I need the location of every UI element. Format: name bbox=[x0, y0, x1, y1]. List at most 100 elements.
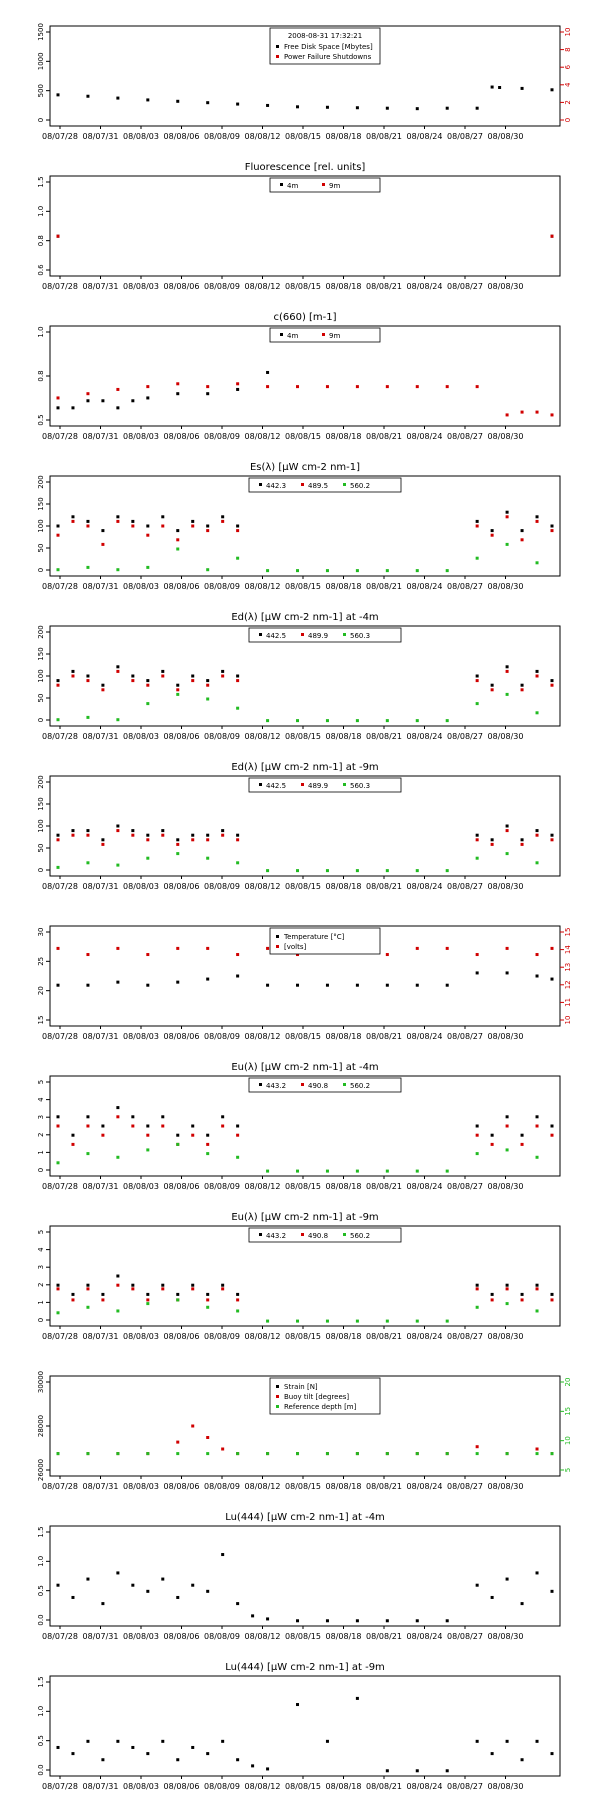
legend-swatch bbox=[259, 1233, 262, 1236]
data-point bbox=[101, 688, 105, 692]
x-tick-label: 08/08/06 bbox=[164, 1482, 200, 1491]
data-point bbox=[206, 1436, 210, 1439]
y-tick-label: 1.5 bbox=[37, 1526, 45, 1537]
y2-tick-label: 6 bbox=[564, 64, 572, 69]
x-tick-label: 08/08/06 bbox=[164, 1032, 200, 1041]
x-tick-label: 08/08/24 bbox=[407, 282, 443, 291]
data-point bbox=[266, 103, 270, 107]
x-tick-label: 08/08/24 bbox=[407, 432, 443, 441]
data-point bbox=[116, 1274, 120, 1278]
y-tick-label: 4 bbox=[37, 1097, 45, 1102]
data-point bbox=[520, 1292, 524, 1296]
x-tick-label: 08/08/24 bbox=[407, 1332, 443, 1341]
data-point bbox=[86, 861, 90, 865]
data-point bbox=[191, 674, 195, 678]
data-point bbox=[236, 1155, 240, 1159]
data-point bbox=[236, 861, 240, 865]
data-point bbox=[101, 1602, 105, 1606]
data-point bbox=[505, 1452, 509, 1456]
data-point bbox=[520, 1142, 524, 1146]
legend-box bbox=[248, 1077, 402, 1093]
data-point bbox=[176, 1133, 180, 1137]
data-point bbox=[86, 674, 90, 678]
data-point bbox=[266, 1767, 270, 1771]
data-point bbox=[475, 1445, 479, 1449]
legend-box bbox=[248, 627, 402, 643]
x-tick-label: 08/08/12 bbox=[245, 1332, 281, 1341]
data-point bbox=[490, 533, 494, 537]
data-point bbox=[355, 385, 359, 389]
data-point bbox=[86, 1452, 90, 1456]
x-tick-label: 08/07/31 bbox=[83, 282, 119, 291]
x-tick-label: 08/08/12 bbox=[245, 1032, 281, 1041]
data-point bbox=[475, 106, 479, 110]
data-point bbox=[445, 1769, 449, 1773]
panel-title: Lu(444) [μW cm-2 nm-1] at -9m bbox=[225, 1662, 385, 1673]
y-tick-label: 1.5 bbox=[37, 1676, 45, 1687]
data-point bbox=[146, 838, 150, 842]
x-tick-label: 08/08/09 bbox=[204, 432, 240, 441]
data-point bbox=[116, 1452, 120, 1456]
data-point bbox=[131, 829, 135, 833]
data-point bbox=[206, 1752, 210, 1756]
data-point bbox=[116, 1309, 120, 1313]
data-point bbox=[56, 833, 60, 837]
data-point bbox=[71, 1752, 75, 1756]
data-point bbox=[191, 1283, 195, 1287]
data-point bbox=[86, 399, 90, 403]
legend-swatch bbox=[276, 945, 279, 948]
legend-swatch bbox=[276, 935, 279, 938]
data-point bbox=[191, 1424, 195, 1428]
x-tick-label: 08/08/27 bbox=[447, 732, 483, 741]
data-point bbox=[236, 556, 240, 560]
data-point bbox=[520, 842, 524, 846]
data-point bbox=[116, 1283, 120, 1287]
data-point bbox=[266, 946, 270, 950]
data-point bbox=[71, 1292, 75, 1296]
data-point bbox=[56, 568, 60, 572]
data-point bbox=[325, 105, 329, 109]
data-point bbox=[505, 692, 509, 696]
data-point bbox=[116, 1115, 120, 1119]
x-tick-label: 08/07/28 bbox=[42, 1782, 78, 1791]
x-tick-label: 08/08/30 bbox=[488, 1182, 524, 1191]
legend-swatch bbox=[280, 183, 283, 186]
x-tick-label: 08/08/15 bbox=[285, 882, 321, 891]
x-tick-label: 08/08/21 bbox=[366, 432, 402, 441]
data-point bbox=[520, 538, 524, 542]
data-point bbox=[131, 1283, 135, 1287]
legend-swatch bbox=[343, 1083, 346, 1086]
data-point bbox=[490, 1142, 494, 1146]
data-point bbox=[206, 856, 210, 860]
data-point bbox=[206, 524, 210, 528]
legend-swatch bbox=[276, 45, 279, 48]
data-point bbox=[86, 1283, 90, 1287]
data-point bbox=[116, 406, 120, 410]
data-point bbox=[236, 679, 240, 683]
y-tick-label: 3 bbox=[37, 1115, 45, 1119]
x-tick-label: 08/08/30 bbox=[488, 132, 524, 141]
x-tick-label: 08/08/24 bbox=[407, 1782, 443, 1791]
data-point bbox=[131, 524, 135, 528]
data-point bbox=[550, 838, 554, 842]
data-point bbox=[505, 1148, 509, 1152]
data-point bbox=[71, 1142, 75, 1146]
x-tick-label: 08/08/21 bbox=[366, 282, 402, 291]
data-point bbox=[505, 1283, 509, 1287]
data-point bbox=[325, 1619, 329, 1623]
x-tick-label: 08/08/15 bbox=[285, 582, 321, 591]
data-point bbox=[535, 1287, 539, 1291]
y-tick-label: 28000 bbox=[37, 1415, 45, 1437]
data-point bbox=[550, 679, 554, 683]
data-point bbox=[161, 674, 165, 678]
data-point bbox=[176, 1452, 180, 1456]
x-tick-label: 08/08/24 bbox=[407, 1182, 443, 1191]
data-point bbox=[535, 561, 539, 565]
legend-box bbox=[248, 1227, 402, 1243]
x-tick-label: 08/08/09 bbox=[204, 1782, 240, 1791]
data-point bbox=[116, 829, 120, 833]
x-tick-label: 08/08/30 bbox=[488, 1482, 524, 1491]
data-point bbox=[505, 515, 509, 519]
x-tick-label: 08/07/31 bbox=[83, 432, 119, 441]
x-tick-label: 08/08/09 bbox=[204, 132, 240, 141]
